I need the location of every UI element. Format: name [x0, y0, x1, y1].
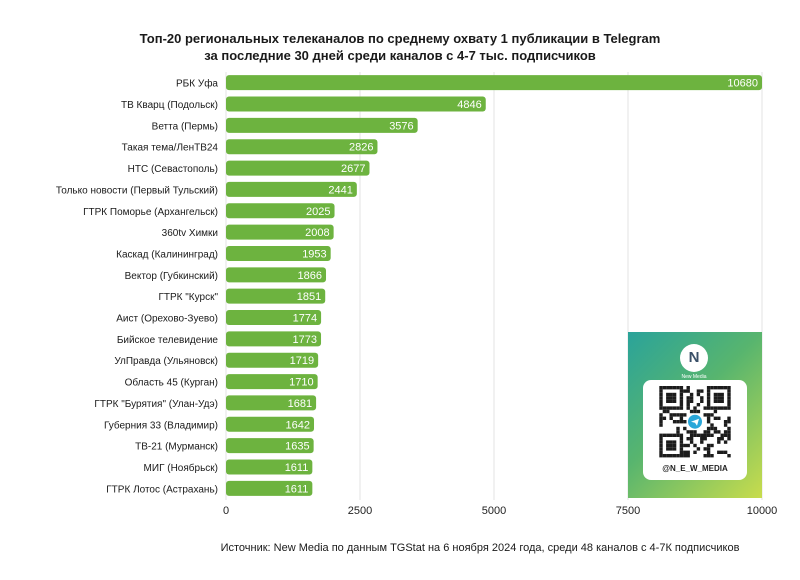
- bar: [226, 224, 334, 240]
- data-label: 1635: [285, 441, 309, 453]
- new-media-logo: N: [680, 344, 708, 372]
- data-label: 2826: [349, 142, 373, 154]
- category-label: ТВ-21 (Мурманск): [135, 442, 218, 453]
- category-label: Губерния 33 (Владимир): [104, 419, 218, 431]
- category-label: Каскад (Калининград): [116, 249, 218, 260]
- bar: [226, 395, 317, 411]
- category-label: РБК Уфа: [176, 78, 218, 90]
- data-label: 4846: [457, 99, 481, 111]
- category-label: МИГ (Ноябрьск): [144, 462, 218, 474]
- category-label: УлПравда (Ульяновск): [114, 356, 218, 367]
- x-tick-label: 7500: [616, 505, 640, 517]
- x-tick-label: 10000: [747, 505, 778, 517]
- data-label: 1611: [285, 462, 309, 474]
- category-label: 360tv Химки: [162, 228, 218, 239]
- bar: [226, 352, 319, 368]
- data-label: 1866: [298, 270, 322, 282]
- bar: [226, 480, 313, 496]
- new-media-logo-caption: New Media: [681, 374, 707, 380]
- data-label: 2677: [341, 163, 365, 175]
- data-label: 2008: [305, 227, 329, 239]
- category-label: Аист (Орехово-Зуево): [116, 314, 218, 325]
- data-label: 10680: [727, 78, 758, 90]
- category-label: Такая тема/ЛенТВ24: [122, 143, 219, 154]
- chart-title-line2: за последние 30 дней среди каналов с 4-7…: [204, 48, 596, 63]
- bar: [226, 117, 418, 133]
- bar: [226, 245, 331, 261]
- qr-promo-card[interactable]: N New Media @N_E_W_MEDIA: [628, 332, 762, 498]
- bar: [226, 459, 313, 475]
- bar: [226, 203, 335, 219]
- x-tick-label: 0: [223, 505, 229, 517]
- category-label: ГТРК Лотос (Астрахань): [106, 484, 218, 495]
- data-label: 1710: [289, 377, 313, 389]
- bar: [226, 288, 326, 304]
- category-label: Бийское телевидение: [117, 335, 219, 346]
- bar: [226, 438, 314, 454]
- category-label: ТВ Кварц (Подольск): [121, 100, 218, 111]
- data-label: 3576: [389, 120, 413, 132]
- data-label: 2025: [306, 206, 330, 218]
- x-tick-label: 5000: [482, 505, 506, 517]
- category-label: Только новости (Первый Тульский): [56, 185, 218, 196]
- data-label: 1774: [293, 313, 317, 325]
- data-label: 1719: [290, 355, 314, 367]
- category-label: НТС (Севастополь): [128, 164, 218, 175]
- chart-title-line1: Топ-20 региональных телеканалов по средн…: [139, 31, 661, 46]
- category-label: ГТРК "Бурятия" (Улан-Удэ): [94, 399, 218, 410]
- category-label: Область 45 (Курган): [125, 377, 218, 389]
- data-label: 1773: [293, 334, 317, 346]
- data-label: 1953: [302, 248, 326, 260]
- qr-code-icon: [659, 386, 731, 458]
- bar: [226, 181, 357, 197]
- bar: [226, 267, 327, 283]
- bar: [226, 160, 370, 176]
- category-label: Ветта (Пермь): [152, 121, 218, 132]
- bar: [226, 416, 315, 432]
- bar: [226, 374, 318, 390]
- category-label: ГТРК Поморье (Архангельск): [83, 207, 218, 218]
- data-label: 1681: [288, 398, 312, 410]
- category-label: Вектор (Губкинский): [125, 270, 218, 282]
- data-label: 1851: [297, 291, 321, 303]
- bar: [226, 310, 322, 326]
- source-note: Источник: New Media по данным TGStat на …: [220, 542, 740, 554]
- bar: [226, 75, 762, 91]
- chart-title: Топ-20 региональных телеканалов по средн…: [0, 30, 800, 64]
- category-label: ГТРК "Курск": [158, 292, 218, 303]
- telegram-handle: @N_E_W_MEDIA: [662, 464, 728, 473]
- data-label: 1642: [286, 419, 310, 431]
- x-tick-label: 2500: [348, 505, 372, 517]
- data-label: 2441: [328, 184, 352, 196]
- bar: [226, 139, 378, 155]
- data-label: 1611: [285, 483, 309, 495]
- bar: [226, 331, 322, 347]
- bar: [226, 96, 486, 112]
- qr-code-panel: @N_E_W_MEDIA: [643, 380, 747, 480]
